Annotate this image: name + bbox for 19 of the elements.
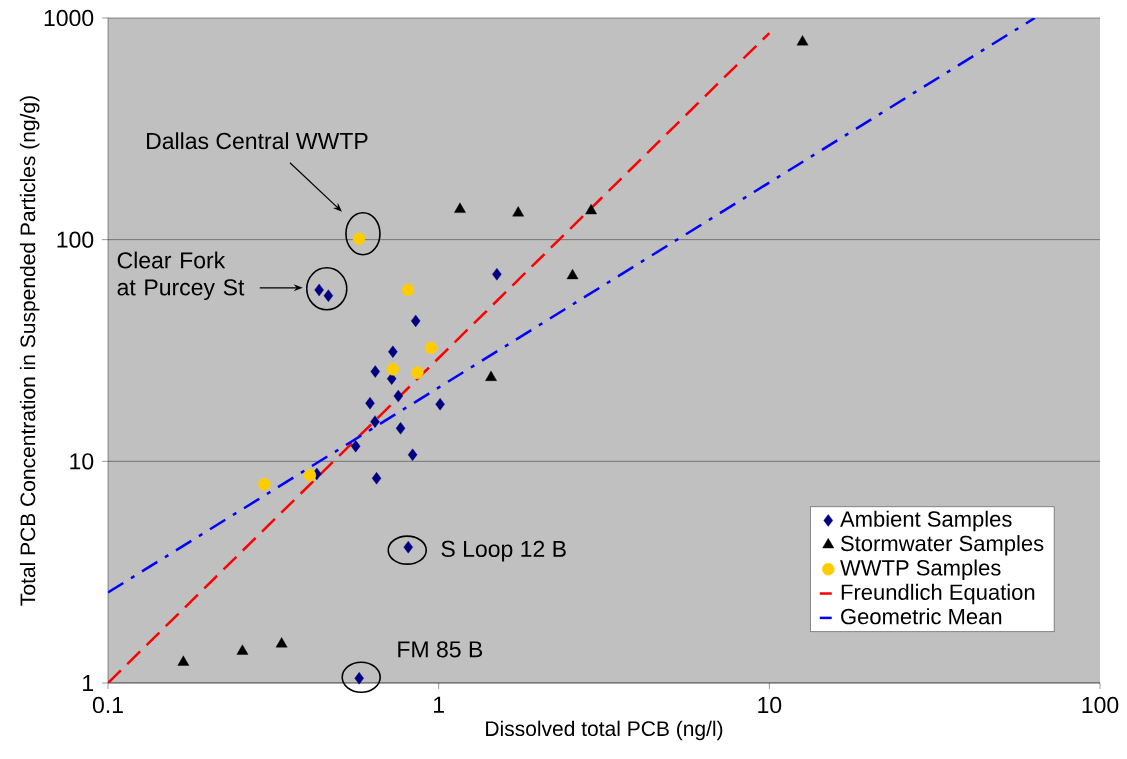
x-tick-label: 0.1: [92, 696, 123, 714]
x-tick-label: 100: [1082, 696, 1119, 714]
legend-label: Freundlich Equation: [841, 583, 1035, 605]
y-axis-title: Total PCB Concentration in Suspended Particles (ng/g): [19, 96, 40, 606]
annotation: Dallas Central WWTP: [147, 132, 368, 150]
annotation: Clear Fork at Purcey St: [117, 251, 245, 301]
x-tick-label: 1: [434, 696, 444, 713]
y-tick-label: 1000: [44, 9, 94, 27]
legend-label: Stormwater Samples: [841, 535, 1044, 556]
legend-label: Ambient Samples: [840, 510, 1012, 532]
y-tick-label: 1: [83, 675, 94, 691]
annotation: S Loop 12 B: [441, 540, 566, 562]
y-tick-label: 10: [70, 453, 94, 470]
x-tick-label: 10: [758, 696, 782, 714]
x-axis-title: Dissolved total PCB (ng/l): [486, 720, 723, 741]
y-tick-label: 100: [57, 231, 94, 248]
annotation: FM 85 B: [398, 641, 483, 658]
legend-label: Geometric Mean: [841, 608, 1002, 625]
legend-label: WWTP Samples: [840, 559, 1001, 580]
